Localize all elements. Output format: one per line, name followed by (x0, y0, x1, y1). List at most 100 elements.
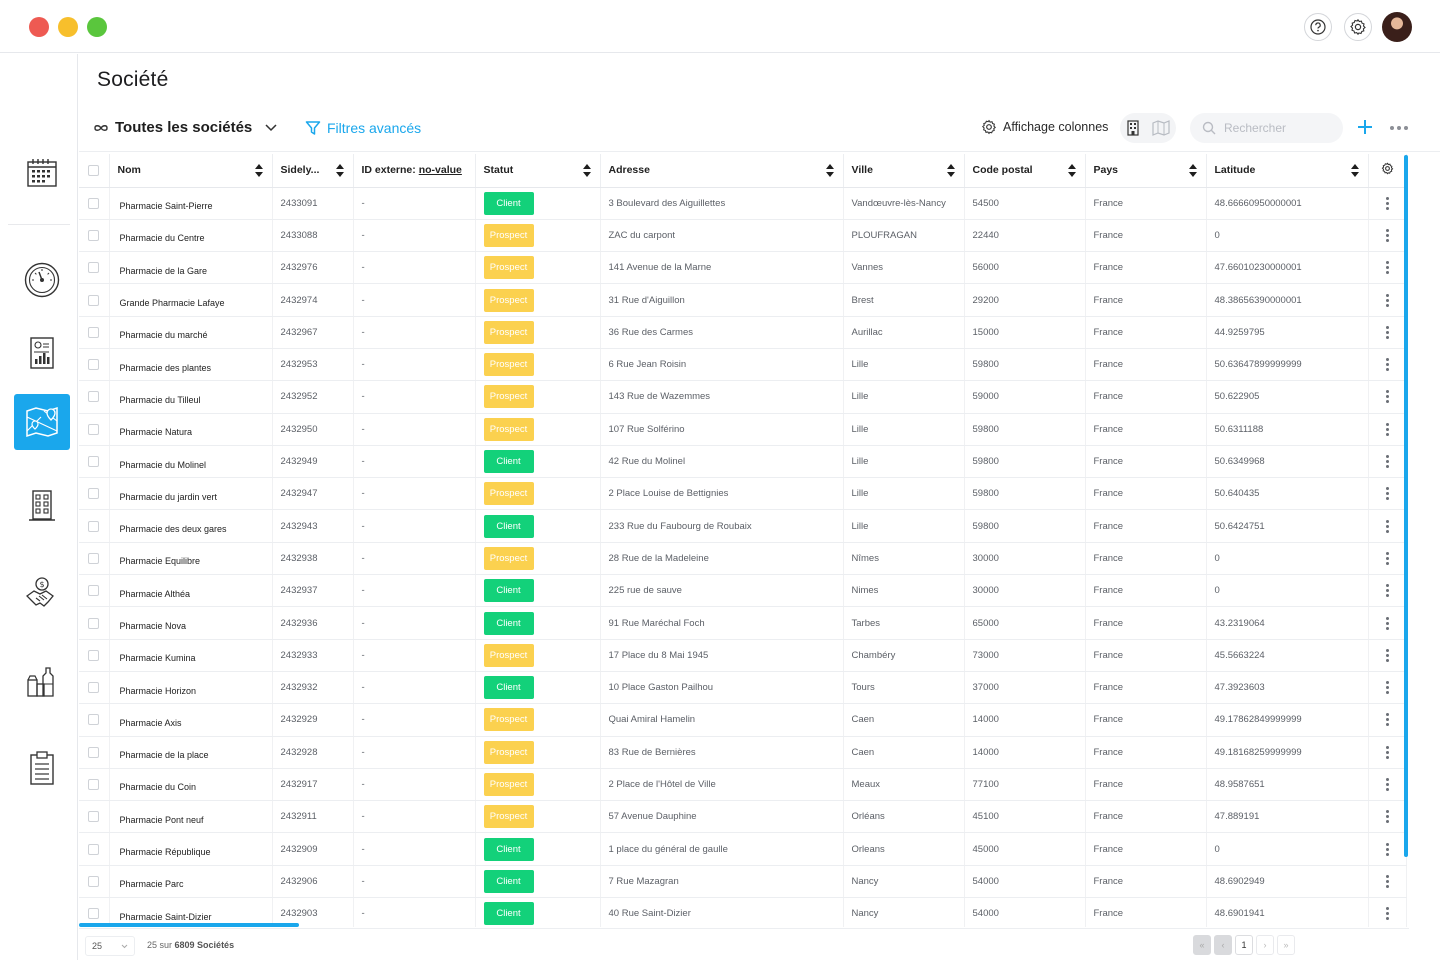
sidebar-item-products[interactable] (14, 654, 70, 710)
table-row[interactable]: Pharmacie République 2432909- Client 1 plac… (79, 832, 1407, 866)
row-checkbox[interactable] (88, 617, 100, 629)
select-all-checkbox[interactable] (88, 164, 100, 176)
row-menu-icon[interactable] (1385, 648, 1389, 662)
row-menu-icon[interactable] (1385, 390, 1389, 404)
row-checkbox[interactable] (88, 843, 100, 855)
row-checkbox[interactable] (88, 262, 100, 274)
row-menu-icon[interactable] (1385, 551, 1389, 565)
row-menu-icon[interactable] (1385, 196, 1389, 210)
sort-icon[interactable] (946, 164, 955, 177)
per-page-select[interactable]: 25 (85, 936, 135, 956)
window-close-button[interactable] (29, 17, 49, 37)
table-row[interactable]: Pharmacie du Molinel 2432949- Client 42 Rue… (79, 445, 1407, 479)
status-badge[interactable]: Prospect (483, 320, 534, 344)
table-row[interactable]: Pharmacie du Coin 2432917- Prospect 2 Place… (79, 768, 1407, 802)
search-input[interactable] (1224, 121, 1334, 135)
column-header-sidely[interactable]: Sidely... (272, 154, 354, 188)
table-row[interactable]: Pharmacie du marché 2432967- Prospect 36 Ru… (79, 316, 1407, 349)
status-badge[interactable]: Client (483, 676, 534, 700)
row-checkbox[interactable] (88, 488, 100, 500)
row-checkbox[interactable] (88, 423, 100, 435)
status-badge[interactable]: Prospect (483, 643, 534, 667)
column-header-code-postal[interactable]: Code postal (964, 154, 1086, 188)
row-checkbox[interactable] (88, 552, 100, 564)
table-row[interactable]: Pharmacie Parc 2432906- Client 7 Rue Mazagr… (79, 865, 1407, 899)
row-checkbox[interactable] (88, 908, 100, 920)
row-checkbox[interactable] (88, 391, 100, 403)
row-checkbox[interactable] (88, 682, 100, 694)
status-badge[interactable]: Client (483, 902, 534, 926)
column-header-statut[interactable]: Statut (475, 154, 601, 188)
status-badge[interactable]: Prospect (483, 708, 534, 732)
table-row[interactable]: Pharmacie Althéa 2432937- Client 225 rue de… (79, 574, 1407, 608)
row-menu-icon[interactable] (1385, 358, 1389, 372)
table-row[interactable]: Grande Pharmacie Lafaye 2432974- Prospect 3… (79, 283, 1407, 317)
column-display-button[interactable]: Affichage colonnes (981, 119, 1108, 135)
status-badge[interactable]: Client (483, 869, 534, 893)
row-checkbox[interactable] (88, 585, 100, 597)
column-header-latitude[interactable]: Latitude (1206, 154, 1369, 188)
view-selector[interactable]: Toutes les sociétés (93, 119, 278, 136)
table-row[interactable]: Pharmacie de la Gare 2432976- Prospect 141 … (79, 251, 1407, 285)
column-header-ville[interactable]: Ville (843, 154, 965, 188)
row-menu-icon[interactable] (1385, 842, 1389, 856)
row-menu-icon[interactable] (1385, 810, 1389, 824)
status-badge[interactable]: Client (483, 514, 534, 538)
sort-icon[interactable] (1350, 164, 1359, 177)
table-row[interactable]: Pharmacie des plantes 2432953- Prospect 6 R… (79, 348, 1407, 382)
row-menu-icon[interactable] (1385, 907, 1389, 921)
column-header-external-id[interactable]: ID externe: no-value (353, 154, 476, 188)
list-view-building-icon[interactable] (1126, 120, 1140, 136)
status-badge[interactable]: Client (483, 450, 534, 474)
status-badge[interactable]: Client (483, 579, 534, 603)
row-checkbox[interactable] (88, 520, 100, 532)
map-view-icon[interactable] (1152, 120, 1170, 136)
row-checkbox[interactable] (88, 326, 100, 338)
row-menu-icon[interactable] (1385, 519, 1389, 533)
last-page-button[interactable]: » (1277, 935, 1295, 955)
sort-icon[interactable] (825, 164, 834, 177)
row-menu-icon[interactable] (1385, 455, 1389, 469)
sidebar-item-deals[interactable]: $ (14, 566, 70, 622)
column-header-nom[interactable]: Nom (109, 154, 273, 188)
row-checkbox[interactable] (88, 649, 100, 661)
row-menu-icon[interactable] (1385, 228, 1389, 242)
sidebar-item-dashboard[interactable] (14, 252, 70, 308)
status-badge[interactable]: Client (483, 611, 534, 635)
sidebar-item-reports[interactable] (14, 325, 70, 381)
row-menu-icon[interactable] (1385, 874, 1389, 888)
advanced-filters-button[interactable]: Filtres avancés (305, 120, 421, 136)
status-badge[interactable]: Prospect (483, 546, 534, 570)
row-checkbox[interactable] (88, 294, 100, 306)
help-button[interactable] (1304, 13, 1332, 41)
sidebar-item-map[interactable] (14, 394, 70, 450)
row-menu-icon[interactable] (1385, 261, 1389, 275)
next-page-button[interactable]: › (1256, 935, 1274, 955)
row-checkbox[interactable] (88, 811, 100, 823)
status-badge[interactable]: Prospect (483, 417, 534, 441)
sort-icon[interactable] (1188, 164, 1197, 177)
status-badge[interactable]: Prospect (483, 353, 534, 377)
previous-page-button[interactable]: ‹ (1214, 935, 1232, 955)
status-badge[interactable]: Prospect (483, 482, 534, 506)
status-badge[interactable]: Prospect (483, 288, 534, 312)
row-menu-icon[interactable] (1385, 777, 1389, 791)
row-checkbox[interactable] (88, 456, 100, 468)
sort-icon[interactable] (582, 164, 591, 177)
row-menu-icon[interactable] (1385, 325, 1389, 339)
window-maximize-button[interactable] (87, 17, 107, 37)
row-checkbox[interactable] (88, 359, 100, 371)
settings-button[interactable] (1344, 13, 1372, 41)
status-badge[interactable]: Client (483, 191, 534, 215)
sort-icon[interactable] (335, 164, 344, 177)
status-badge[interactable]: Prospect (483, 385, 534, 409)
row-checkbox[interactable] (88, 875, 100, 887)
sort-icon[interactable] (254, 164, 263, 177)
table-row[interactable]: Pharmacie Equilibre 2432938- Prospect 28 Ru… (79, 542, 1407, 576)
table-row[interactable]: Pharmacie Kumina 2432933- Prospect 17 Place… (79, 639, 1407, 672)
table-row[interactable]: Pharmacie des deux gares 2432943- Client 23… (79, 509, 1407, 543)
row-menu-icon[interactable] (1385, 745, 1389, 759)
external-id-value-link[interactable]: no-value (418, 164, 462, 177)
table-row[interactable]: Pharmacie de la place 2432928- Prospect 83 … (79, 736, 1407, 769)
row-menu-icon[interactable] (1385, 681, 1389, 695)
